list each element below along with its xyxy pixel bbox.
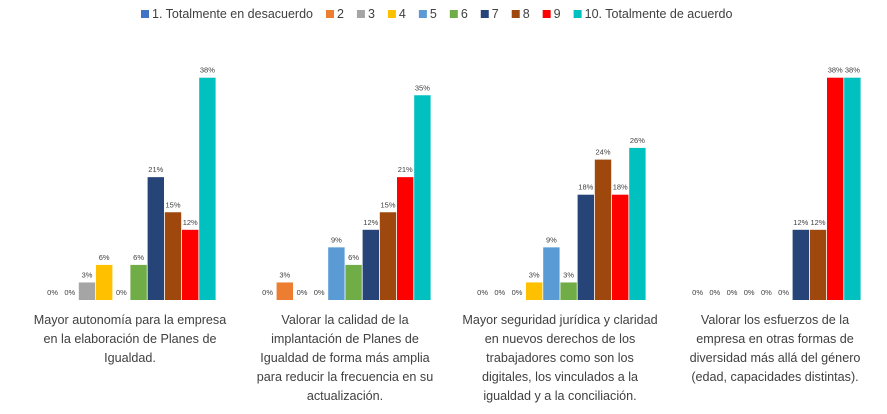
data-label-cat1-s8: 15%: [165, 200, 180, 209]
bar-cat1-s3: [78, 282, 96, 300]
data-label-cat3-s6: 3%: [563, 270, 574, 279]
data-label-cat3-s1: 0%: [477, 288, 488, 297]
bar-cat1-s4: [96, 264, 113, 300]
bar-cat1-s7: [147, 177, 164, 300]
data-label-cat4-s7: 12%: [793, 218, 808, 227]
data-label-cat2-s6: 6%: [348, 253, 359, 262]
legend-swatch-9: [542, 10, 551, 18]
data-label-cat2-s10: 35%: [415, 83, 430, 92]
category-label-4: Valorar los esfuerzos de la empresa en o…: [689, 313, 861, 384]
legend-swatch-1: [141, 10, 149, 18]
chart-bars: [78, 77, 861, 300]
bar-cat2-s2: [276, 282, 293, 300]
category-label-2: Valorar la calidad de la implantación de…: [256, 313, 434, 403]
data-label-cat2-s1: 0%: [262, 288, 273, 297]
bar-cat3-s7: [577, 194, 594, 300]
data-label-cat4-s5: 0%: [761, 288, 772, 297]
bar-cat2-s10: [414, 95, 431, 300]
bar-cat4-s10: [844, 77, 861, 300]
data-label-cat3-s8: 24%: [595, 148, 610, 157]
bar-cat3-s8: [594, 159, 612, 300]
legend-swatch-3: [356, 10, 365, 18]
data-label-cat3-s2: 0%: [494, 288, 505, 297]
bar-cat3-s10: [629, 147, 646, 300]
bar-cat3-s5: [543, 247, 560, 300]
data-labels: 0% 0%3%6%0%6%21%15%12%38%0%3%0% 0%9%6%12%1…: [47, 66, 860, 297]
data-label-cat1-s1: 0%: [47, 288, 58, 297]
data-label-cat2-s7: 12%: [363, 218, 378, 227]
data-label-cat4-s4: 0%: [744, 288, 755, 297]
bar-cat3-s4: [526, 282, 543, 300]
bar-cat3-s9: [612, 194, 629, 300]
bar-cat1-s6: [130, 264, 147, 300]
data-label-cat4-s1: 0%: [692, 288, 703, 297]
data-label-cat1-s2: 0%: [64, 288, 75, 297]
data-label-cat4-s2: 0%: [709, 288, 720, 297]
data-label-cat2-s9: 21%: [398, 165, 413, 174]
data-label-cat4-s6: 0%: [778, 288, 789, 297]
data-label-cat4-s8: 12%: [810, 218, 825, 227]
category-label-1: Mayor autonomía para la empresa en la el…: [33, 313, 227, 365]
legend-swatch-7: [480, 10, 489, 18]
bar-cat1-s8: [164, 212, 182, 300]
data-label-cat4-s10: 38%: [845, 66, 860, 75]
legend-label-2: 2: [337, 7, 344, 21]
bar-cat2-s9: [397, 177, 414, 300]
data-label-cat3-s10: 26%: [630, 136, 645, 145]
data-label-cat1-s9: 12%: [183, 218, 198, 227]
data-label-cat3-s3: 0%: [512, 288, 523, 297]
data-label-cat1-s5: 0%: [116, 288, 127, 297]
data-label-cat4-s9: 38%: [828, 66, 843, 75]
category-label-3: Mayor seguridad jurídica y claridad en n…: [462, 313, 658, 403]
legend-label-9: 9: [554, 7, 561, 21]
bar-cat4-s7: [792, 229, 809, 300]
bar-cat3-s6: [560, 282, 577, 300]
data-label-cat2-s8: 15%: [380, 200, 395, 209]
bar-cat2-s7: [362, 229, 379, 300]
legend-label-10: 10. Totalmente de acuerdo: [585, 7, 733, 21]
bar-cat2-s5: [328, 247, 345, 300]
data-label-cat3-s9: 18%: [613, 183, 628, 192]
legend-label-5: 5: [430, 7, 437, 21]
data-label-cat2-s4: 0%: [314, 288, 325, 297]
legend-label-8: 8: [523, 7, 530, 21]
data-label-cat2-s5: 9%: [331, 235, 342, 244]
legend-label-6: 6: [461, 7, 468, 21]
data-label-cat2-s2: 3%: [279, 270, 290, 279]
bar-cat4-s9: [827, 77, 844, 300]
legend-label-1: 1. Totalmente en desacuerdo: [152, 7, 313, 21]
data-label-cat3-s4: 3%: [529, 270, 540, 279]
legend-swatch-10: [573, 10, 582, 18]
legend-label-4: 4: [399, 7, 406, 21]
data-label-cat2-s3: 0%: [297, 288, 308, 297]
data-label-cat3-s7: 18%: [578, 183, 593, 192]
data-label-cat1-s10: 38%: [200, 66, 215, 75]
bar-cat1-s9: [182, 229, 199, 300]
legend-label-7: 7: [492, 7, 499, 21]
bar-cat2-s8: [379, 212, 397, 300]
legend-swatch-2: [326, 10, 334, 18]
data-label-cat1-s3: 3%: [82, 270, 93, 279]
data-label-cat1-s4: 6%: [99, 253, 110, 262]
bar-cat1-s10: [199, 77, 216, 300]
data-label-cat3-s5: 9%: [546, 235, 557, 244]
legend-swatch-5: [418, 10, 427, 18]
legend-swatch-8: [511, 10, 520, 18]
legend-label-3: 3: [368, 7, 375, 21]
chart-legend: 1. Totalmente en desacuerdo 2 3 4 5 6 7 8 9 10. T…: [141, 7, 732, 21]
legend-swatch-6: [449, 10, 458, 18]
data-label-cat1-s7: 21%: [148, 165, 163, 174]
bar-cat2-s6: [345, 264, 362, 300]
bar-cat4-s8: [809, 229, 827, 300]
data-label-cat1-s6: 6%: [133, 253, 144, 262]
data-label-cat4-s3: 0%: [727, 288, 738, 297]
legend-swatch-4: [387, 10, 396, 18]
